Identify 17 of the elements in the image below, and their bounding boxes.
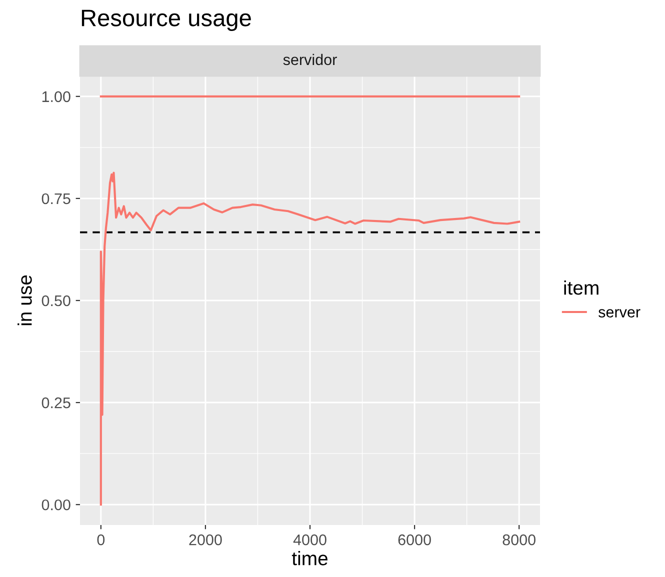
- x-tick-label: 6000: [398, 534, 431, 546]
- line-series: [100, 172, 520, 506]
- chart-title: Resource usage: [82, 10, 251, 32]
- y-tick-label: 1.00: [42, 91, 70, 102]
- legend-title: item: [564, 280, 598, 295]
- x-axis-title: time: [292, 551, 328, 566]
- y-tick-label: 0.50: [42, 295, 70, 306]
- x-tick-label: 0: [97, 534, 105, 546]
- y-tick-label: 0.75: [42, 193, 70, 204]
- y-axis-title: in use: [18, 275, 32, 326]
- x-tick-label: 8000: [502, 534, 536, 546]
- x-tick-label: 4000: [293, 534, 326, 546]
- y-tick-label: 0.00: [42, 499, 70, 510]
- legend-label: server: [598, 309, 640, 318]
- y-tick-label: 0.25: [42, 397, 70, 408]
- chart-subtitle: servidor: [283, 54, 337, 66]
- x-tick-label: 2000: [189, 534, 222, 546]
